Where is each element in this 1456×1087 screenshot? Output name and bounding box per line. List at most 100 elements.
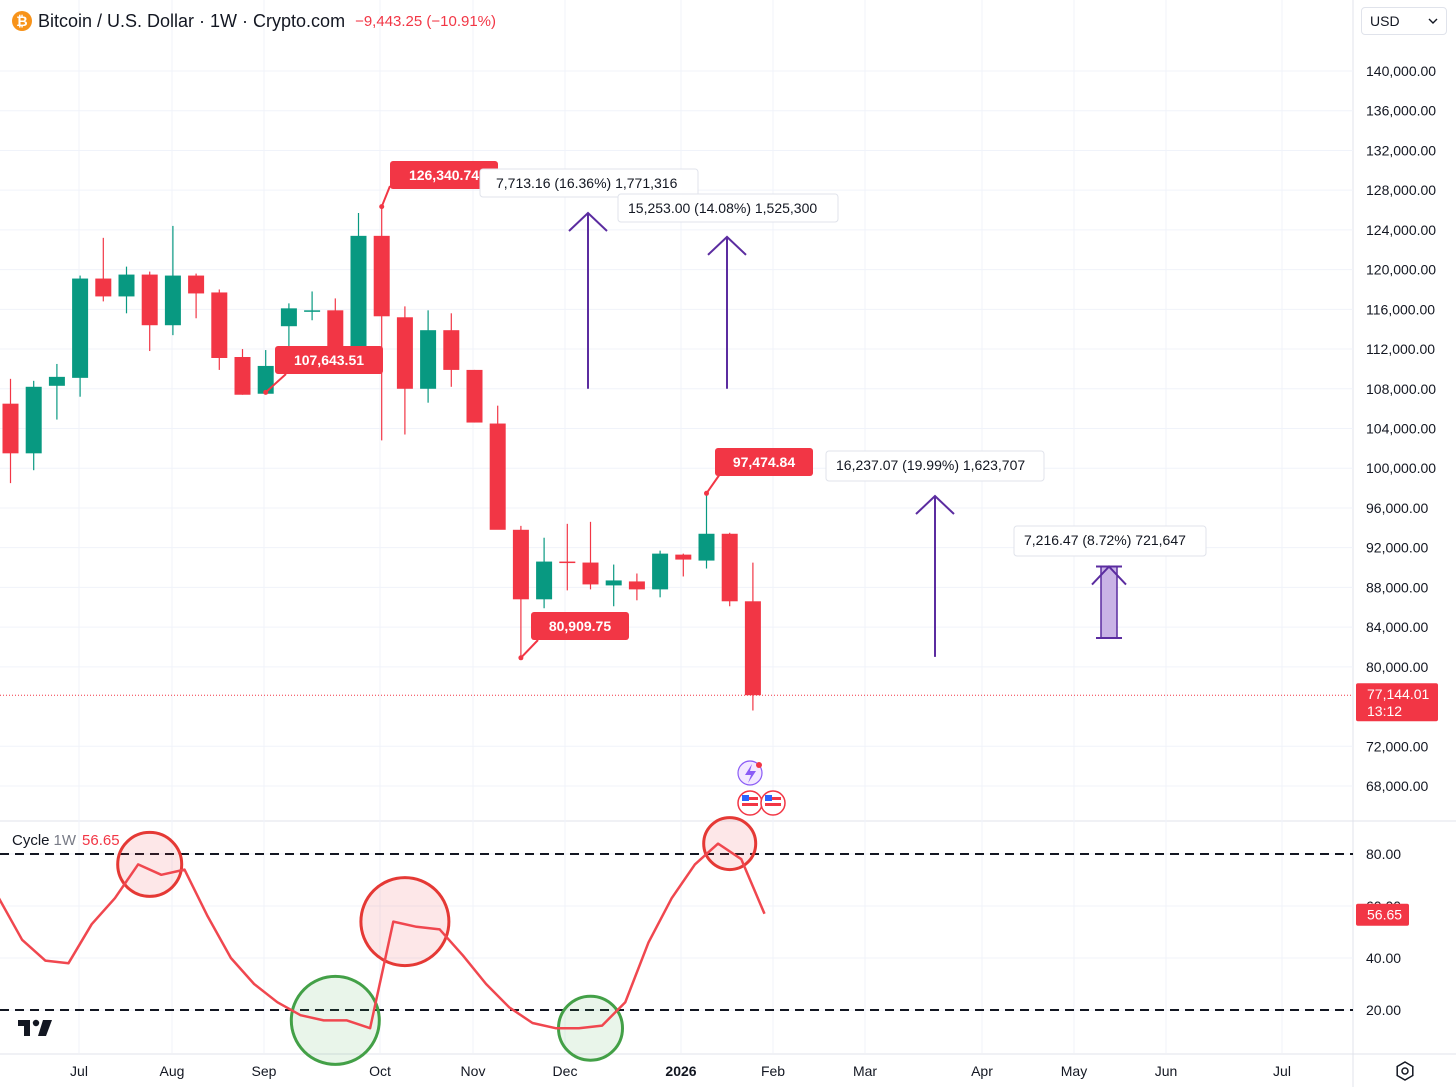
price-tick-label: 108,000.00	[1366, 381, 1436, 397]
bitcoin-logo-icon: ₿	[12, 11, 32, 31]
candle-body	[280, 308, 297, 327]
indicator-name: Cycle	[12, 832, 50, 849]
price-tick-label: 124,000.00	[1366, 222, 1436, 238]
candles-group	[2, 206, 761, 711]
candle-body	[350, 235, 367, 371]
candle-body	[420, 330, 437, 389]
price-tick-label: 116,000.00	[1366, 301, 1435, 317]
cycle-top-marker	[702, 816, 758, 872]
indicator-legend[interactable]: Cycle 1W 56.65	[12, 832, 120, 849]
price-callout-anchor	[704, 490, 709, 496]
time-tick-label: Jul	[70, 1063, 88, 1079]
time-tick-label: Oct	[369, 1063, 391, 1079]
candle-body	[744, 601, 761, 696]
price-callout-anchor	[379, 204, 385, 210]
time-tick-label: Mar	[853, 1063, 877, 1079]
cycle-top-marker	[116, 830, 184, 898]
candle-body	[257, 365, 274, 394]
projection-box	[825, 450, 1045, 482]
candle-body	[304, 310, 321, 312]
price-callout-pointer	[520, 639, 539, 659]
chevron-down-icon	[1428, 18, 1438, 24]
candle-body	[559, 561, 576, 564]
candle-body	[466, 369, 483, 423]
candle-body	[536, 561, 553, 600]
price-tick-label: 72,000.00	[1366, 738, 1428, 754]
flag-canton	[742, 795, 749, 801]
current-price-tag	[1356, 683, 1438, 722]
candle-body	[72, 278, 89, 378]
projection-arrowhead	[568, 211, 608, 232]
price-callout-box	[390, 161, 498, 189]
cycle-line	[0, 842, 766, 1030]
price-tick-label: 96,000.00	[1366, 500, 1428, 516]
price-callout-box	[531, 612, 629, 640]
currency-value: USD	[1370, 13, 1400, 29]
projection-box	[479, 168, 699, 198]
price-callout-box	[715, 448, 813, 476]
cycle-tick-label: 80.00	[1366, 846, 1401, 862]
candle-body	[652, 553, 669, 590]
projection-bar	[1100, 565, 1118, 639]
time-tick-label: Nov	[461, 1063, 486, 1079]
settings-icon[interactable]	[1394, 1060, 1416, 1082]
flag-stripe	[742, 797, 758, 800]
price-tick-label: 104,000.00	[1366, 421, 1436, 437]
candle-body	[25, 386, 42, 454]
time-tick-label: Dec	[553, 1063, 578, 1079]
time-tick-label: Jul	[1273, 1063, 1291, 1079]
time-tick-label: Jun	[1155, 1063, 1178, 1079]
current-price-label: 77,144.01	[1367, 686, 1429, 702]
price-callout-label: 97,474.84	[733, 454, 795, 470]
price-callout-anchor	[263, 389, 269, 395]
price-tick-label: 92,000.00	[1366, 540, 1428, 556]
candle-body	[698, 533, 715, 561]
candle-body	[373, 235, 390, 317]
flag-stripe	[765, 797, 781, 800]
price-tick-label: 88,000.00	[1366, 579, 1428, 595]
time-tick-label: Feb	[761, 1063, 785, 1079]
symbol-title[interactable]: Bitcoin / U.S. Dollar · 1W · Crypto.com	[38, 10, 346, 31]
candle-body	[188, 275, 205, 294]
projection-box	[617, 193, 839, 223]
price-callout-pointer	[705, 473, 721, 494]
price-change: −9,443.25 (−10.91%)	[355, 12, 497, 30]
projection-box	[1013, 525, 1207, 557]
price-tick-label: 120,000.00	[1366, 262, 1436, 278]
price-callout-label: 126,340.74	[409, 167, 479, 183]
price-callout-label: 80,909.75	[549, 618, 611, 634]
candle-body	[2, 403, 19, 454]
price-callout-anchor	[518, 655, 524, 661]
candle-body	[48, 376, 65, 386]
price-tick-label: 80,000.00	[1366, 659, 1428, 675]
candle-body	[211, 292, 228, 358]
indicator-timeframe: 1W	[53, 832, 77, 849]
chart-header: ₿ Bitcoin / U.S. Dollar · 1W · Crypto.co…	[12, 9, 496, 33]
time-tick-label: Apr	[971, 1063, 993, 1079]
time-tick-label: Sep	[252, 1063, 277, 1079]
cycle-tick-label: 20.00	[1366, 1002, 1401, 1018]
cycle-value-tag	[1356, 903, 1409, 926]
price-tick-label: 68,000.00	[1366, 778, 1428, 794]
time-tick-label: 2026	[665, 1063, 696, 1079]
projection-label: 7,713.16 (16.36%) 1,771,316	[496, 175, 678, 191]
flag-stripe	[765, 803, 781, 806]
price-tick-label: 132,000.00	[1366, 142, 1436, 158]
candle-body	[605, 580, 622, 586]
candle-body	[164, 275, 181, 326]
lightning-bolt-glyph	[745, 764, 756, 783]
time-tick-label: May	[1061, 1063, 1087, 1079]
cycle-tick-label: 40.00	[1366, 950, 1401, 966]
tradingview-logo-icon[interactable]	[16, 1016, 56, 1038]
price-callout-box	[275, 346, 383, 374]
currency-selector[interactable]: USD	[1361, 7, 1447, 35]
cycle-value-label: 56.65	[1367, 907, 1402, 923]
projection-label: 15,253.00 (14.08%) 1,525,300	[628, 200, 817, 216]
price-callout-label: 107,643.51	[294, 352, 364, 368]
current-price-countdown: 13:12	[1367, 703, 1402, 719]
price-callout-pointer	[265, 373, 287, 394]
flag-stripe	[742, 803, 758, 806]
candle-body	[675, 554, 692, 560]
price-tick-label: 136,000.00	[1366, 103, 1436, 119]
